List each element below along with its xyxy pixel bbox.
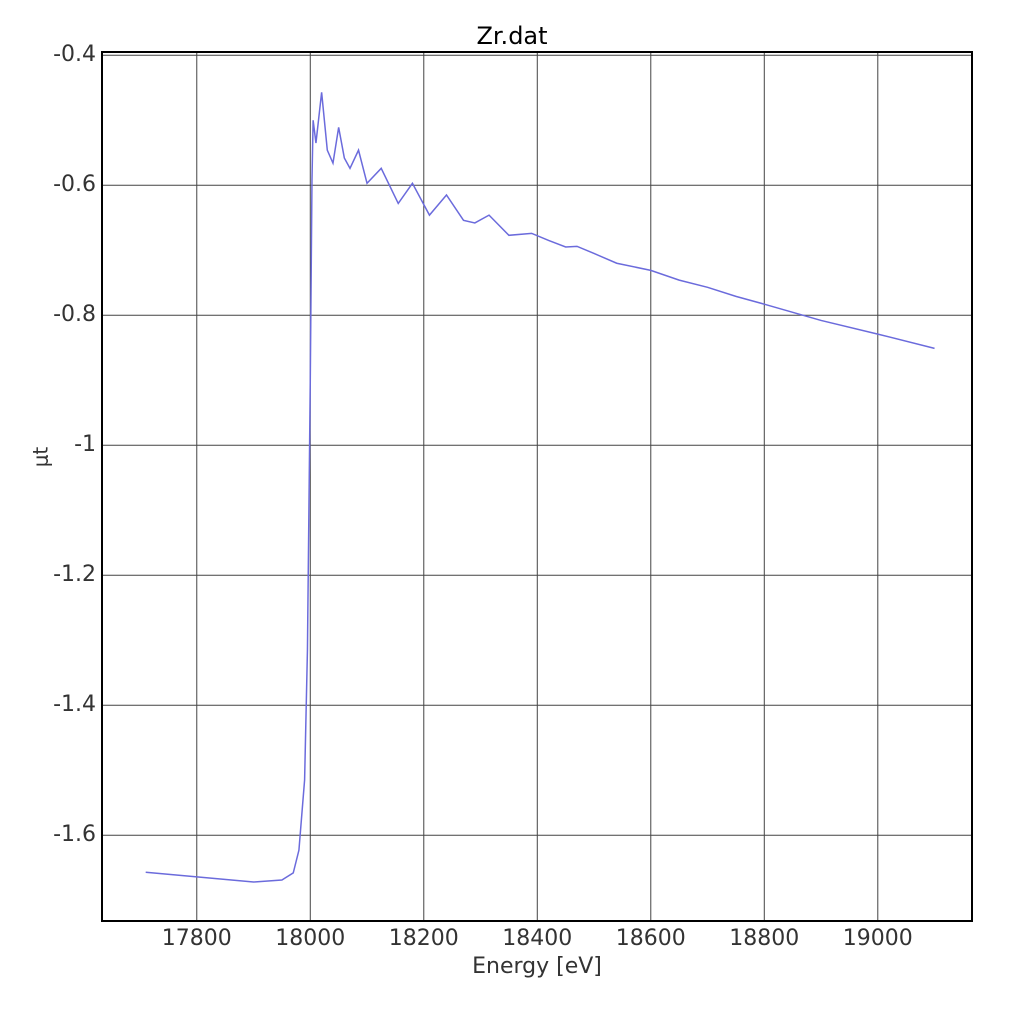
data-line	[145, 92, 935, 883]
plot-frame	[101, 51, 973, 922]
y-axis-label: μt	[29, 447, 53, 468]
x-tick-label: 19000	[843, 926, 913, 951]
y-tick-label: -0.8	[53, 302, 96, 327]
y-tick-label: -1.6	[53, 822, 96, 847]
x-tick-label: 17800	[162, 926, 232, 951]
chart-title: Zr.dat	[476, 22, 547, 50]
y-tick-label: -0.4	[53, 42, 96, 67]
x-tick-label: 18800	[729, 926, 799, 951]
x-tick-label: 18200	[389, 926, 459, 951]
y-tick-label: -0.6	[53, 172, 96, 197]
x-tick-label: 18400	[502, 926, 572, 951]
y-tick-label: -1.2	[53, 562, 96, 587]
y-tick-label: -1.4	[53, 692, 96, 717]
x-tick-label: 18000	[275, 926, 345, 951]
y-tick-label: -1	[74, 432, 96, 457]
x-tick-label: 18600	[616, 926, 686, 951]
x-axis-label: Energy [eV]	[472, 954, 602, 979]
